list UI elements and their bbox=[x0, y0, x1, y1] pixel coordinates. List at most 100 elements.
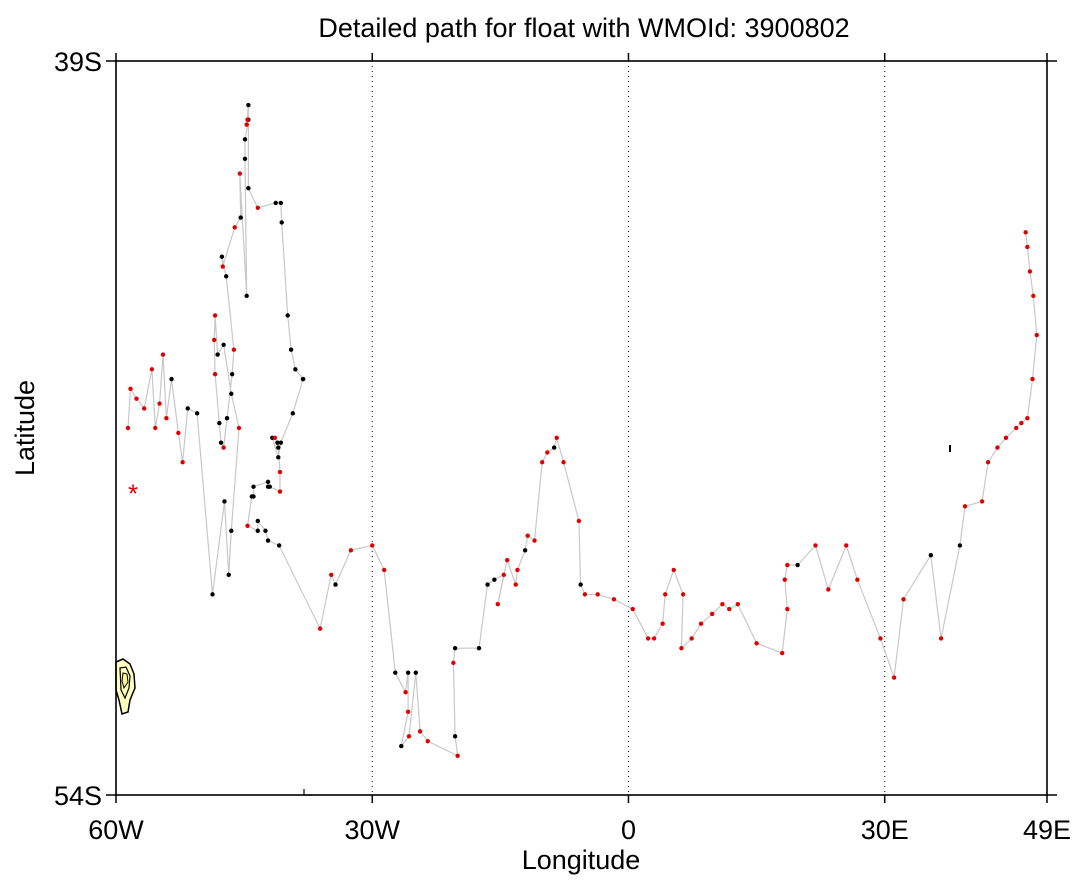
float-position-point bbox=[485, 582, 490, 587]
float-position-point bbox=[194, 411, 200, 416]
float-position-point bbox=[223, 274, 229, 279]
float-position-point bbox=[176, 430, 181, 436]
float-position-point bbox=[275, 440, 280, 445]
float-position-point bbox=[532, 538, 537, 543]
float-position-point bbox=[551, 445, 557, 450]
float-position-point bbox=[217, 420, 222, 426]
float-position-point bbox=[452, 646, 458, 651]
float-position-point bbox=[1023, 230, 1028, 235]
float-position-point bbox=[545, 450, 550, 455]
x-axis-label: Longitude bbox=[522, 845, 641, 875]
float-position-point bbox=[452, 734, 458, 739]
float-position-point bbox=[928, 553, 934, 558]
float-position-point bbox=[293, 367, 298, 372]
y-tick-label: 39S bbox=[54, 47, 102, 77]
float-position-point bbox=[578, 582, 583, 587]
float-position-point bbox=[689, 636, 694, 641]
float-position-point bbox=[212, 313, 218, 318]
float-position-point bbox=[210, 592, 215, 597]
y-tick-label: 54S bbox=[54, 781, 102, 811]
float-position-point bbox=[651, 636, 657, 641]
float-position-point bbox=[242, 156, 248, 162]
float-position-point bbox=[381, 567, 387, 573]
float-position-point bbox=[278, 440, 284, 445]
float-position-point bbox=[595, 592, 600, 597]
float-position-point bbox=[878, 636, 883, 641]
float-position-point bbox=[780, 650, 785, 656]
land-island-core bbox=[121, 672, 129, 690]
float-position-point bbox=[727, 606, 732, 612]
float-position-point bbox=[735, 601, 741, 607]
float-position-point bbox=[245, 523, 250, 529]
float-position-point bbox=[218, 440, 224, 445]
float-position-point bbox=[290, 411, 296, 416]
float-position-point bbox=[413, 670, 418, 675]
float-position-point bbox=[276, 455, 281, 460]
float-position-point bbox=[221, 445, 226, 450]
float-position-point bbox=[525, 533, 530, 538]
x-tick-label: 49E bbox=[1023, 815, 1071, 845]
float-position-point bbox=[855, 577, 860, 582]
float-position-point bbox=[515, 567, 520, 573]
float-position-point bbox=[276, 543, 282, 548]
float-position-point bbox=[451, 660, 456, 666]
float-position-point bbox=[348, 548, 354, 553]
y-axis: 39S 54S bbox=[54, 47, 1057, 811]
float-position-point bbox=[229, 391, 234, 396]
float-position-point bbox=[938, 636, 944, 641]
float-position-point bbox=[251, 484, 256, 489]
float-position-point bbox=[219, 254, 225, 259]
float-position-point bbox=[329, 572, 334, 577]
float-position-point bbox=[962, 504, 968, 509]
float-position-point bbox=[985, 460, 991, 465]
float-position-point bbox=[229, 371, 235, 377]
float-position-point bbox=[1031, 293, 1036, 299]
float-position-point bbox=[278, 200, 284, 206]
float-position-point bbox=[826, 587, 831, 592]
x-tick-label: 30W bbox=[344, 815, 400, 845]
chart-title: Detailed path for float with WMOId: 3900… bbox=[318, 13, 849, 43]
float-position-point bbox=[455, 753, 460, 759]
float-position-point bbox=[141, 406, 147, 411]
float-position-point bbox=[317, 626, 323, 631]
float-position-point bbox=[813, 543, 818, 548]
float-position-point bbox=[288, 347, 294, 352]
float-position-point bbox=[265, 484, 271, 489]
float-position-point bbox=[995, 445, 1000, 450]
float-position-point bbox=[663, 592, 668, 597]
float-position-point bbox=[160, 352, 166, 357]
float-position-point bbox=[153, 425, 158, 431]
float-position-point bbox=[1027, 269, 1033, 274]
float-position-point bbox=[224, 416, 230, 421]
float-position-point bbox=[785, 562, 790, 568]
float-position-point bbox=[698, 621, 704, 626]
plot-frame bbox=[115, 60, 1048, 796]
float-position-point bbox=[679, 646, 684, 651]
float-position-point bbox=[406, 734, 412, 739]
float-position-point bbox=[231, 347, 237, 352]
float-position-point bbox=[403, 690, 408, 695]
float-positions bbox=[125, 102, 1039, 759]
float-position-point bbox=[245, 117, 250, 122]
float-position-point bbox=[333, 582, 338, 587]
float-position-point bbox=[554, 435, 559, 440]
float-position-point bbox=[1003, 435, 1009, 440]
float-position-point bbox=[244, 122, 249, 127]
float-position-point bbox=[501, 572, 506, 577]
float-position-point bbox=[265, 479, 271, 485]
float-position-point bbox=[576, 518, 582, 524]
float-position-point bbox=[492, 577, 497, 582]
float-position-point bbox=[709, 611, 715, 617]
float-position-point bbox=[265, 538, 271, 543]
float-position-point bbox=[795, 562, 800, 568]
float-position-point bbox=[417, 729, 423, 734]
float-position-point bbox=[272, 435, 278, 440]
x-tick-label: 60W bbox=[88, 815, 144, 845]
float-position-point bbox=[169, 376, 174, 382]
float-position-point bbox=[513, 582, 518, 587]
float-position-point bbox=[979, 499, 985, 504]
float-position-point bbox=[901, 597, 906, 602]
